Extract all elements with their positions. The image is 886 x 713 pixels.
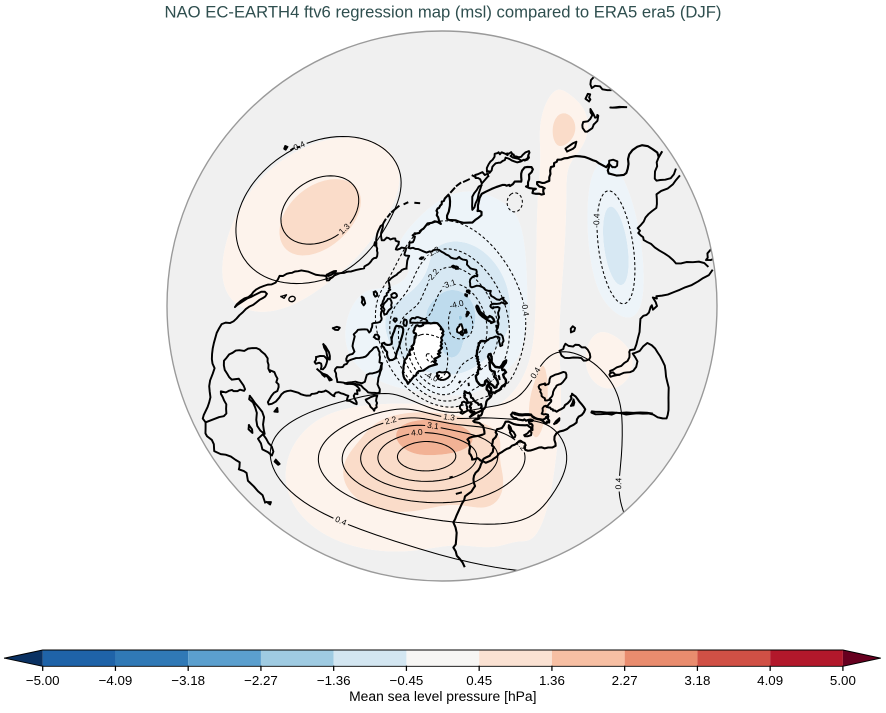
svg-text:1.3: 1.3 bbox=[443, 411, 456, 422]
svg-text:-0.4: -0.4 bbox=[591, 213, 602, 228]
svg-text:2.27: 2.27 bbox=[612, 673, 638, 688]
svg-text:−0.45: −0.45 bbox=[390, 673, 424, 688]
svg-text:0.4: 0.4 bbox=[334, 514, 349, 528]
svg-text:5.00: 5.00 bbox=[830, 673, 856, 688]
svg-text:0.4: 0.4 bbox=[613, 477, 623, 489]
svg-text:3.18: 3.18 bbox=[684, 673, 710, 688]
svg-text:4.0: 4.0 bbox=[411, 427, 424, 438]
svg-text:0.45: 0.45 bbox=[466, 673, 492, 688]
svg-text:-3.1: -3.1 bbox=[440, 277, 457, 291]
svg-text:Mean sea level pressure [hPa]: Mean sea level pressure [hPa] bbox=[349, 688, 536, 704]
svg-text:4.09: 4.09 bbox=[757, 673, 783, 688]
svg-text:NAO EC-EARTH4 ftv6 regression: NAO EC-EARTH4 ftv6 regression map (msl) … bbox=[165, 2, 722, 21]
svg-text:−1.36: −1.36 bbox=[317, 673, 351, 688]
svg-text:0.4: 0.4 bbox=[292, 139, 307, 153]
svg-text:-0.4: -0.4 bbox=[519, 301, 531, 317]
svg-text:−4.09: −4.09 bbox=[99, 673, 133, 688]
svg-text:−5.00: −5.00 bbox=[26, 673, 60, 688]
svg-text:−2.27: −2.27 bbox=[244, 673, 278, 688]
svg-text:−3.18: −3.18 bbox=[171, 673, 205, 688]
svg-text:1.36: 1.36 bbox=[539, 673, 565, 688]
svg-text:3.1: 3.1 bbox=[427, 420, 440, 432]
svg-text:2.2: 2.2 bbox=[384, 414, 398, 427]
svg-text:-4.0: -4.0 bbox=[448, 298, 465, 311]
svg-text:-4.0: -4.0 bbox=[423, 369, 441, 384]
